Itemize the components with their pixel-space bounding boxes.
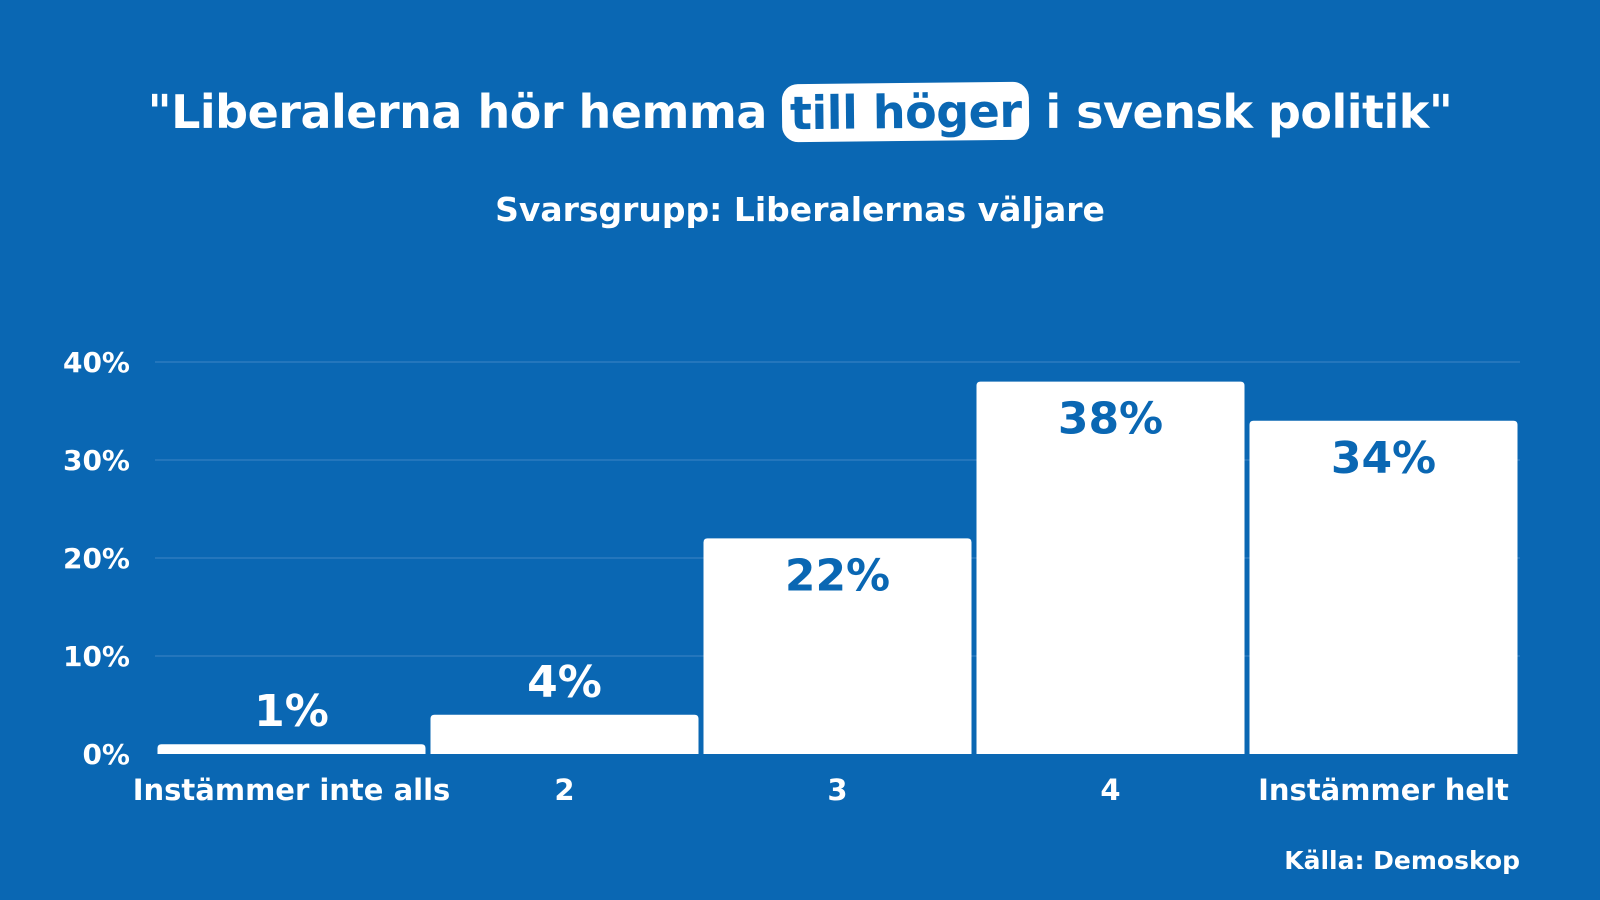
bar [1249,420,1518,754]
bar [157,744,426,754]
bar-value-label: 34% [1331,433,1436,484]
y-tick-label: 40% [63,346,130,379]
bar [976,381,1245,754]
title-before: "Liberalerna hör hemma [147,85,783,139]
title-after: i svensk politik" [1029,85,1453,139]
bar [703,538,972,754]
x-category-label: 4 [1100,773,1120,807]
x-category-label: 2 [554,773,574,807]
bar-value-label: 4% [527,657,602,708]
bar [430,714,699,754]
x-category-label: Instämmer helt [1258,773,1509,807]
y-tick-label: 10% [63,640,130,673]
bar-value-label: 22% [785,550,890,601]
chart-subtitle: Svarsgrupp: Liberalernas väljare [495,190,1105,229]
x-category-label: 3 [827,773,847,807]
bar-value-label: 1% [254,686,329,737]
bar-value-label: 38% [1058,394,1163,445]
y-tick-label: 30% [63,444,130,477]
source-note: Källa: Demoskop [1284,846,1520,875]
chart-title: "Liberalerna hör hemma till höger i sven… [0,80,1600,144]
y-tick-label: 20% [63,542,130,575]
x-category-label: Instämmer inte alls [133,773,451,807]
y-tick-label: 0% [82,738,130,771]
